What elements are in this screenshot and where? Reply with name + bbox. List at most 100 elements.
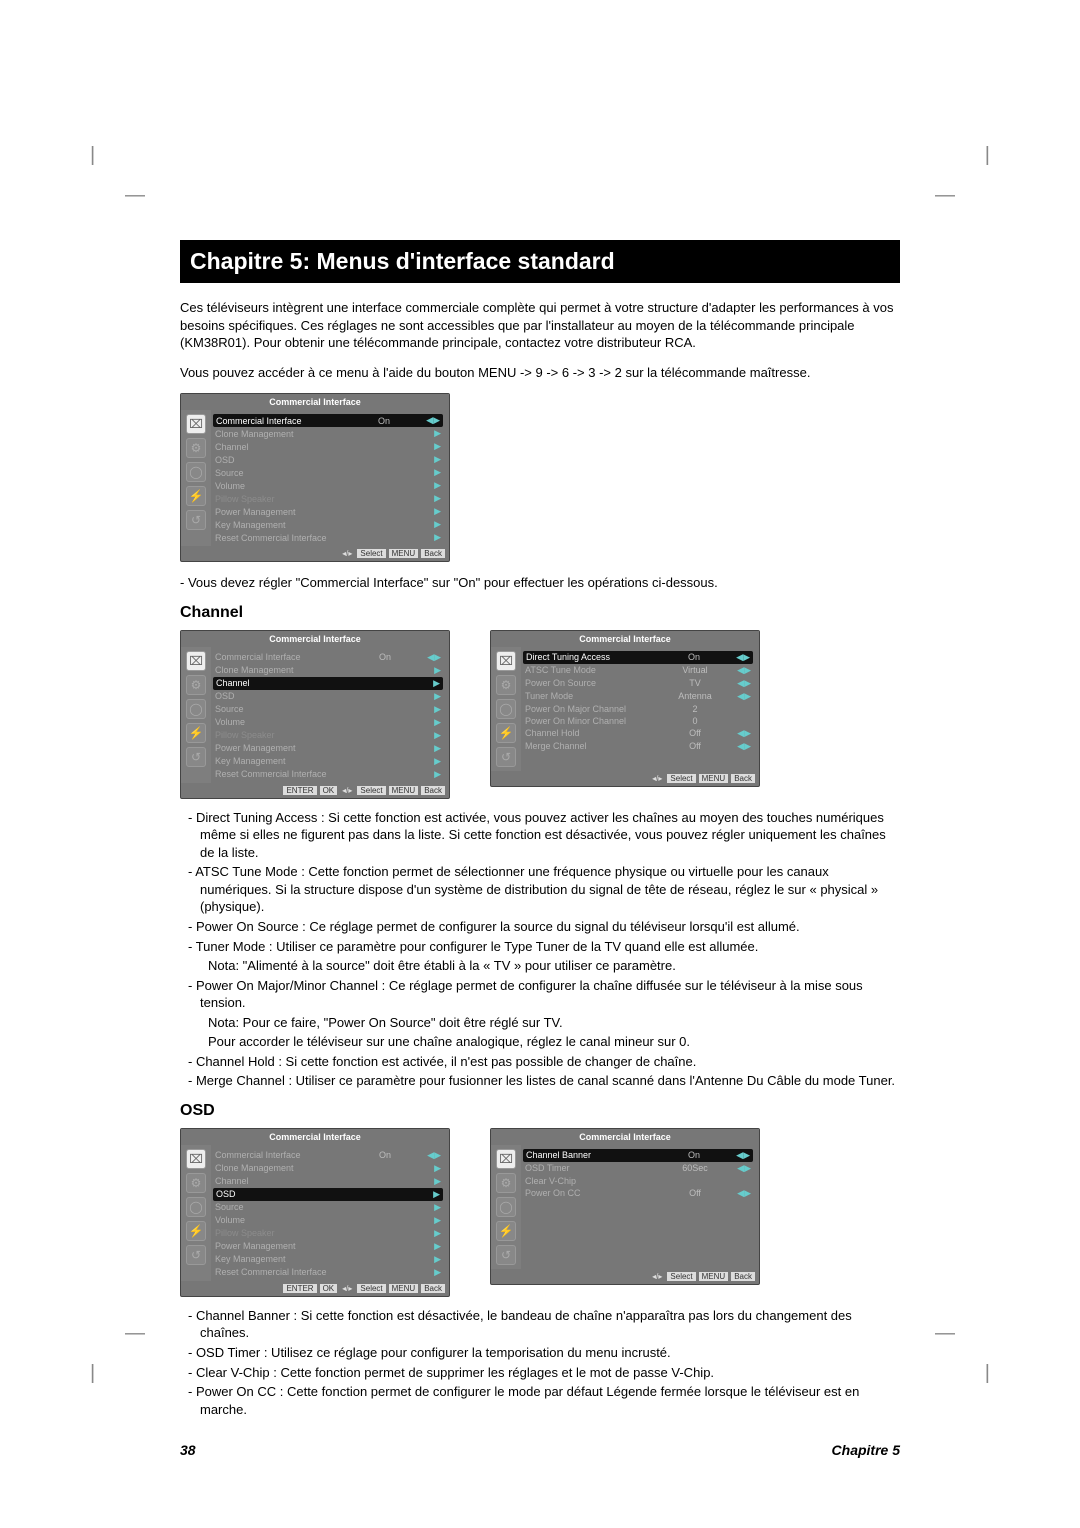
menu-panel-title: Commercial Interface — [491, 631, 759, 647]
menu-item: Pillow Speaker▶ — [213, 729, 443, 742]
items-column: Channel BannerOn◀▶OSD Timer60Sec◀▶Clear … — [521, 1145, 759, 1269]
menu-footer: ENTEROK◂/▸SelectMENUBack — [181, 1281, 449, 1296]
crop-mark: | — [985, 1363, 990, 1383]
menu-item-label: Power Management — [215, 1241, 415, 1251]
menu-item-label: Channel — [215, 1176, 415, 1186]
menu-item-value: TV — [665, 678, 725, 688]
arrow-icon: ▶ — [415, 691, 441, 702]
menu-item: Source▶ — [213, 1201, 443, 1214]
menu-item-label: Channel — [216, 678, 414, 688]
menu-category-icon: ◯ — [496, 1197, 516, 1217]
bullet-line: - Channel Banner : Si cette fonction est… — [188, 1307, 900, 1342]
menu-footer-key: ENTER — [283, 786, 316, 795]
menu-panel: Commercial Interface⌧⚙◯⚡↺Commercial Inte… — [180, 1128, 450, 1297]
menu-item-label: Clone Management — [215, 429, 415, 439]
menu-category-icon: ↺ — [186, 1245, 206, 1265]
panel-channel-left-host: Commercial Interface⌧⚙◯⚡↺Commercial Inte… — [180, 630, 450, 799]
menu-category-icon: ⌧ — [186, 414, 206, 434]
menu-item-label: OSD Timer — [525, 1163, 665, 1173]
arrow-icon: ◀▶ — [725, 678, 751, 689]
menu-category-icon: ⚡ — [186, 723, 206, 743]
menu-item-label: OSD — [215, 691, 415, 701]
menu-footer-key: Back — [421, 1284, 445, 1293]
menu-category-icon: ↺ — [186, 510, 206, 530]
menu-item: Pillow Speaker▶ — [213, 492, 443, 505]
menu-item-label: Merge Channel — [525, 741, 665, 751]
menu-footer-key: MENU — [699, 1272, 729, 1281]
arrow-icon: ▶ — [415, 454, 441, 465]
menu-item-label: Power On Source — [525, 678, 665, 688]
page-footer: 38 Chapitre 5 — [180, 1442, 900, 1458]
menu-item-label: Channel Banner — [526, 1150, 664, 1160]
menu-item: Reset Commercial Interface▶ — [213, 1266, 443, 1279]
menu-item-label: Pillow Speaker — [215, 730, 415, 740]
menu-item-label: Key Management — [215, 756, 415, 766]
menu-footer-key: MENU — [389, 786, 419, 795]
menu-footer-key: OK — [320, 1284, 338, 1293]
menu-item: Power Management▶ — [213, 1240, 443, 1253]
icon-column: ⌧⚙◯⚡↺ — [181, 1145, 211, 1281]
crop-mark: — — [935, 185, 955, 205]
crop-mark: | — [90, 1363, 95, 1383]
items-column: Commercial InterfaceOn◀▶Clone Management… — [211, 647, 449, 783]
menu-item-label: Channel — [215, 442, 415, 452]
menu-category-icon: ⚙ — [186, 438, 206, 458]
bullet-line: - Power On Source : Ce réglage permet de… — [188, 918, 900, 936]
menu-footer-key: Select — [357, 1284, 385, 1293]
panel-channel-right-host: Commercial Interface⌧⚙◯⚡↺Direct Tuning A… — [490, 630, 760, 799]
menu-item: Channel▶ — [213, 440, 443, 453]
menu-body: ⌧⚙◯⚡↺Channel BannerOn◀▶OSD Timer60Sec◀▶C… — [491, 1145, 759, 1269]
menu-item: OSD▶ — [213, 453, 443, 466]
bullet-line: - OSD Timer : Utilisez ce réglage pour c… — [188, 1344, 900, 1362]
menu-panel: Commercial Interface⌧⚙◯⚡↺Direct Tuning A… — [490, 630, 760, 787]
items-column: Direct Tuning AccessOn◀▶ATSC Tune ModeVi… — [521, 647, 759, 771]
icon-column: ⌧⚙◯⚡↺ — [181, 410, 211, 546]
menu-item: Channel▶ — [213, 1175, 443, 1188]
menu-item: OSD Timer60Sec◀▶ — [523, 1162, 753, 1175]
menu-footer: ENTEROK◂/▸SelectMENUBack — [181, 783, 449, 798]
menu-category-icon: ⌧ — [496, 1149, 516, 1169]
menu-item: Key Management▶ — [213, 755, 443, 768]
menu-footer-key: Back — [731, 774, 755, 783]
menu-item: Power On SourceTV◀▶ — [523, 677, 753, 690]
menu-footer-key: Select — [357, 786, 385, 795]
note-ci-on: - Vous devez régler "Commercial Interfac… — [180, 574, 900, 592]
arrow-icon: ◀▶ — [415, 652, 441, 663]
section-heading-osd: OSD — [180, 1102, 900, 1120]
menu-footer-key: ◂/▸ — [340, 786, 354, 795]
bullet-line: - Clear V-Chip : Cette fonction permet d… — [188, 1364, 900, 1382]
bullet-line: - Power On Major/Minor Channel : Ce régl… — [188, 977, 900, 1012]
menu-item-label: Commercial Interface — [215, 1150, 355, 1160]
bullet-line: - Tuner Mode : Utiliser ce paramètre pou… — [188, 938, 900, 956]
menu-item-label: Clone Management — [215, 1163, 415, 1173]
menu-footer-key: MENU — [389, 549, 419, 558]
arrow-icon: ▶ — [414, 1189, 440, 1200]
menu-footer-key: OK — [320, 786, 338, 795]
menu-item-label: Key Management — [215, 520, 415, 530]
osd-bullets: - Channel Banner : Si cette fonction est… — [180, 1307, 900, 1418]
arrow-icon: ▶ — [415, 493, 441, 504]
bullet-line: - Power On CC : Cette fonction permet de… — [188, 1383, 900, 1418]
menu-item-label: Clone Management — [215, 665, 415, 675]
menu-item-label: Volume — [215, 481, 415, 491]
bullet-line: Nota: Pour ce faire, "Power On Source" d… — [188, 1014, 900, 1032]
menu-item-label: Volume — [215, 717, 415, 727]
menu-footer-key: MENU — [699, 774, 729, 783]
menu-item-label: Reset Commercial Interface — [215, 769, 415, 779]
menu-category-icon: ◯ — [496, 699, 516, 719]
arrow-icon: ▶ — [415, 1254, 441, 1265]
menu-item-label: Power Management — [215, 743, 415, 753]
bullet-line: - Direct Tuning Access : Si cette foncti… — [188, 809, 900, 862]
arrow-icon: ◀▶ — [725, 665, 751, 676]
menu-item: Clear V-Chip — [523, 1175, 753, 1187]
menu-item-value: Off — [665, 1188, 725, 1198]
menu-item: ATSC Tune ModeVirtual◀▶ — [523, 664, 753, 677]
menu-item-label: Key Management — [215, 1254, 415, 1264]
menu-item: Key Management▶ — [213, 518, 443, 531]
menu-item-label: Direct Tuning Access — [526, 652, 664, 662]
menu-item: Volume▶ — [213, 479, 443, 492]
menu-item: Channel HoldOff◀▶ — [523, 727, 753, 740]
menu-item-label: Source — [215, 1202, 415, 1212]
menu-item: Direct Tuning AccessOn◀▶ — [523, 651, 753, 664]
menu-item: Power On Minor Channel0 — [523, 715, 753, 727]
